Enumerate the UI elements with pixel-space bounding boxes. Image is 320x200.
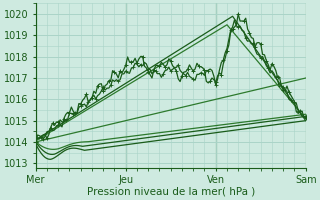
X-axis label: Pression niveau de la mer( hPa ): Pression niveau de la mer( hPa ): [87, 187, 255, 197]
